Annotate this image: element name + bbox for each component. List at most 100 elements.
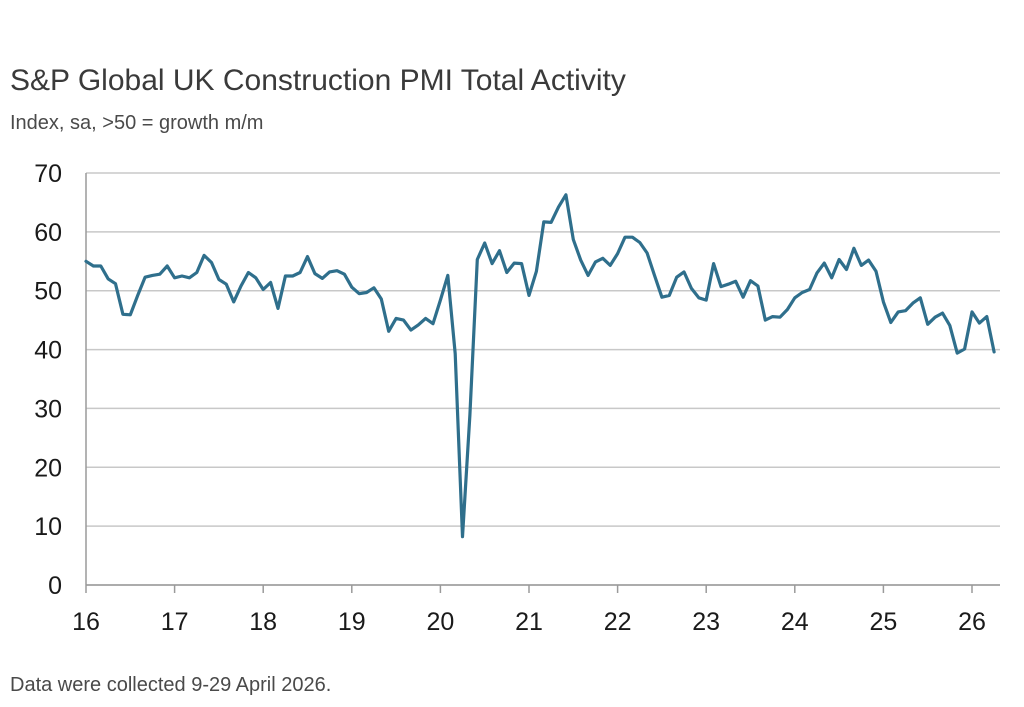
data-point: [742, 296, 745, 299]
data-point: [372, 286, 375, 289]
data-point: [616, 252, 619, 255]
data-point: [262, 288, 265, 291]
data-point: [247, 271, 250, 274]
data-point: [107, 277, 110, 280]
data-point: [151, 274, 154, 277]
data-point: [158, 273, 161, 276]
data-point: [623, 236, 626, 239]
data-point: [609, 264, 612, 267]
data-point: [210, 261, 213, 264]
data-point: [705, 299, 708, 302]
data-point: [734, 280, 737, 283]
chart-subtitle: Index, sa, >50 = growth m/m: [10, 112, 264, 134]
x-tick-label-20: 20: [426, 608, 454, 636]
data-point: [498, 249, 501, 252]
data-point: [535, 270, 538, 273]
data-point: [631, 236, 634, 239]
data-point: [985, 315, 988, 318]
data-point: [99, 264, 102, 267]
data-point: [380, 297, 383, 300]
data-point: [299, 271, 302, 274]
y-tick-label-40: 40: [34, 337, 62, 365]
data-point: [719, 285, 722, 288]
data-point: [926, 323, 929, 326]
data-point: [690, 287, 693, 290]
x-tick-label-25: 25: [869, 608, 897, 636]
data-point: [417, 323, 420, 326]
data-point: [911, 302, 914, 305]
data-point: [424, 317, 427, 320]
data-point: [653, 274, 656, 277]
data-point: [668, 294, 671, 297]
data-point: [335, 269, 338, 272]
y-tick-label-30: 30: [34, 395, 62, 423]
data-point: [306, 255, 309, 258]
data-point: [860, 264, 863, 267]
data-point: [845, 268, 848, 271]
data-point: [874, 270, 877, 273]
data-point: [919, 296, 922, 299]
data-point: [284, 274, 287, 277]
data-point: [970, 310, 973, 313]
data-point: [505, 271, 508, 274]
data-point: [446, 274, 449, 277]
data-point: [889, 321, 892, 324]
data-point: [749, 279, 752, 282]
x-tick-label-23: 23: [692, 608, 720, 636]
data-point: [934, 316, 937, 319]
data-point: [963, 347, 966, 350]
data-point: [793, 296, 796, 299]
data-point: [904, 309, 907, 312]
data-point: [188, 276, 191, 279]
data-point: [550, 221, 553, 224]
series-line-0: [84, 193, 996, 539]
data-point: [166, 264, 169, 267]
data-point: [136, 294, 139, 297]
data-point: [778, 316, 781, 319]
data-point: [808, 288, 811, 291]
data-point: [564, 193, 567, 196]
y-tick-label-10: 10: [34, 513, 62, 541]
data-point: [409, 329, 412, 332]
data-point: [291, 274, 294, 277]
data-point: [601, 257, 604, 260]
data-point: [771, 315, 774, 318]
x-tick-label-24: 24: [781, 608, 809, 636]
data-point: [180, 274, 183, 277]
data-point: [897, 310, 900, 313]
data-point: [402, 319, 405, 322]
data-point: [815, 272, 818, 275]
data-point: [579, 259, 582, 262]
data-point: [764, 319, 767, 322]
data-point: [838, 258, 841, 261]
data-point: [343, 273, 346, 276]
x-tick-label-18: 18: [249, 608, 277, 636]
data-point: [232, 300, 235, 303]
data-point: [225, 283, 228, 286]
data-point: [756, 284, 759, 287]
data-point: [321, 277, 324, 280]
data-point: [92, 264, 95, 267]
data-point: [365, 291, 368, 294]
data-point: [491, 262, 494, 265]
data-point: [476, 258, 479, 261]
y-tick-label-20: 20: [34, 454, 62, 482]
data-point: [675, 276, 678, 279]
data-point: [468, 413, 471, 416]
data-point: [956, 352, 959, 355]
data-point: [513, 262, 516, 265]
data-point: [114, 282, 117, 285]
data-point: [144, 276, 147, 279]
data-point: [682, 270, 685, 273]
data-point: [129, 313, 132, 316]
x-tick-label-19: 19: [338, 608, 366, 636]
y-tick-label-70: 70: [34, 160, 62, 188]
x-tick-label-21: 21: [515, 608, 543, 636]
data-point: [527, 294, 530, 297]
y-tick-label-60: 60: [34, 219, 62, 247]
data-point: [121, 313, 124, 316]
data-point: [173, 276, 176, 279]
y-tick-label-50: 50: [34, 278, 62, 306]
data-point: [646, 251, 649, 254]
data-point: [350, 286, 353, 289]
